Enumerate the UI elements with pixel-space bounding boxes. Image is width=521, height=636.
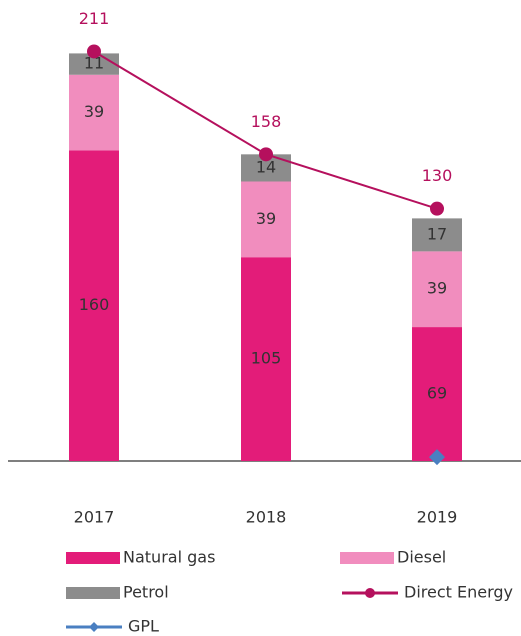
legend-label: GPL [128,617,159,636]
legend-swatch [66,587,120,599]
data-label: 39 [84,102,104,121]
x-tick-label: 2018 [246,508,287,527]
x-tick-label: 2017 [74,508,115,527]
bar-segment [241,257,291,461]
marker [429,449,445,466]
bar-segment [412,327,462,461]
bar-segment [69,74,119,151]
data-label: 69 [427,384,447,403]
legend-label: Natural gas [123,548,215,567]
data-label: 17 [427,224,447,243]
marker [87,44,101,59]
x-tick-label: 2019 [417,508,458,527]
legend-swatch [66,552,120,564]
legend-swatch [340,552,394,564]
legend-marker [365,588,375,598]
bar-segment [412,251,462,328]
data-label: 11 [84,54,104,73]
line-value-label: 158 [251,112,282,131]
legend-marker [89,622,99,632]
marker [430,201,444,216]
bar-segment [241,181,291,258]
legend-label: Diesel [397,548,446,567]
legend-label: Direct Energy [404,583,513,602]
bar-segment [69,150,119,462]
marker [259,147,273,162]
bar-segment [412,218,462,252]
legend-label: Petrol [123,583,169,602]
data-label: 14 [256,157,276,176]
line-value-label: 130 [422,166,453,185]
data-label: 39 [427,279,447,298]
data-label: 39 [256,209,276,228]
data-label: 160 [79,295,110,314]
data-label: 105 [251,349,282,368]
line-value-label: 211 [79,9,110,28]
